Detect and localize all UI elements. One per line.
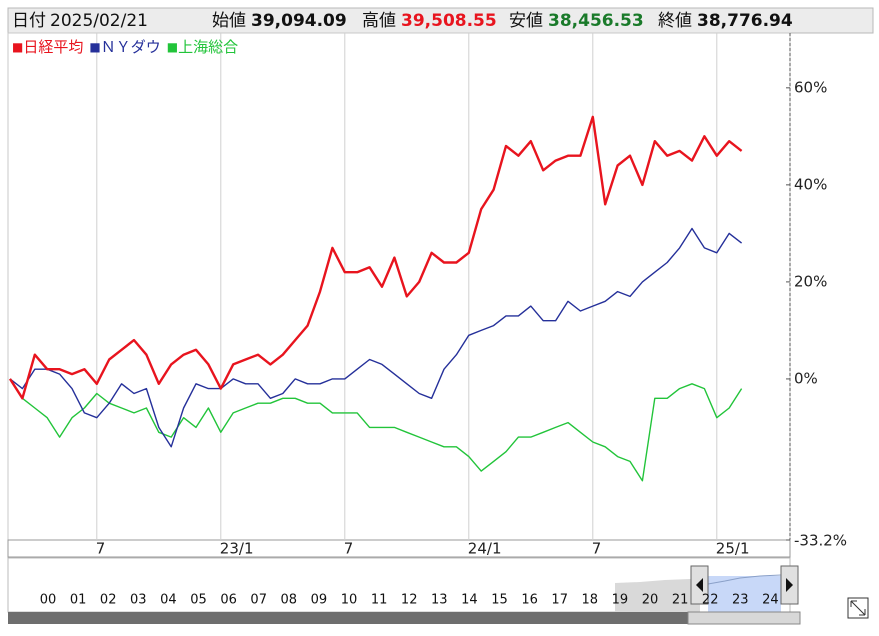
- header-label: 高値: [362, 11, 396, 31]
- y-tick-label: 0%: [794, 369, 818, 387]
- navigator-year: 19: [612, 593, 629, 608]
- series-line: [9, 227, 743, 448]
- navigator-year: 00: [40, 593, 57, 608]
- legend-swatch: ■: [12, 40, 23, 54]
- navigator-line: [707, 574, 782, 585]
- legend-swatch: ■: [167, 40, 178, 54]
- y-tick-label: -33.2%: [794, 532, 847, 550]
- x-tick-label: 24/1: [468, 540, 502, 558]
- navigator-year: 24: [762, 593, 779, 608]
- legend-label[interactable]: ＮＹダウ: [101, 38, 161, 56]
- navigator-year: 06: [220, 593, 237, 608]
- date-label: 日付: [12, 11, 46, 31]
- legend-label[interactable]: 日経平均: [23, 38, 83, 56]
- header-value: 39,094.09: [251, 11, 347, 31]
- header-value: 38,776.94: [697, 11, 793, 31]
- y-tick-label: 20%: [794, 272, 827, 290]
- legend-swatch: ■: [89, 40, 100, 54]
- x-tick-label: 7: [592, 540, 602, 558]
- date-value: 2025/02/21: [50, 11, 148, 31]
- header-label: 始値: [212, 11, 246, 31]
- series-line: [8, 115, 743, 400]
- resize-icon[interactable]: [847, 597, 869, 619]
- navigator-year: 09: [311, 593, 328, 608]
- navigator-year: 17: [551, 593, 568, 608]
- navigator-year: 21: [672, 593, 689, 608]
- navigator-year: 14: [461, 593, 478, 608]
- x-tick-label: 25/1: [716, 540, 750, 558]
- resize-arrow: [850, 600, 866, 616]
- scrollbar-thumb[interactable]: [687, 611, 801, 625]
- navigator-year: 23: [732, 593, 749, 608]
- navigator-year: 13: [431, 593, 448, 608]
- navigator-year: 01: [70, 593, 87, 608]
- navigator-year: 18: [582, 593, 599, 608]
- navigator-year: 12: [401, 593, 418, 608]
- x-axis-band: [7, 539, 791, 558]
- navigator-year: 16: [521, 593, 538, 608]
- header-value: 38,456.53: [548, 11, 644, 31]
- x-tick-label: 23/1: [220, 540, 254, 558]
- arrow-left: [696, 578, 703, 592]
- navigator-year: 03: [130, 593, 147, 608]
- navigator-year: 07: [250, 593, 267, 608]
- legend: ■日経平均 ■ＮＹダウ ■上海総合: [12, 38, 238, 56]
- plot-area: [7, 32, 791, 541]
- navigator-year: 05: [190, 593, 207, 608]
- header-value: 39,508.55: [401, 11, 497, 31]
- arrow-right: [786, 578, 793, 592]
- header-label: 安値: [509, 11, 543, 31]
- x-tick-label: 7: [344, 540, 354, 558]
- header-label: 終値: [658, 11, 692, 31]
- navigator-year: 22: [702, 593, 719, 608]
- navigator-year: 15: [491, 593, 508, 608]
- y-tick-label: 60%: [794, 78, 827, 96]
- header-bar: [7, 7, 874, 34]
- x-tick-label: 7: [96, 540, 106, 558]
- scrollbar-track: [8, 612, 800, 624]
- navigator-year: 04: [160, 593, 177, 608]
- navigator-year: 20: [642, 593, 659, 608]
- navigator-year: 11: [371, 593, 388, 608]
- y-tick-label: 40%: [794, 175, 827, 193]
- navigator-year: 02: [100, 593, 117, 608]
- navigator-year: 08: [281, 593, 298, 608]
- navigator-year: 10: [341, 593, 358, 608]
- series-line: [9, 378, 743, 482]
- navigator-history: [615, 579, 700, 612]
- legend-label[interactable]: 上海総合: [178, 38, 238, 56]
